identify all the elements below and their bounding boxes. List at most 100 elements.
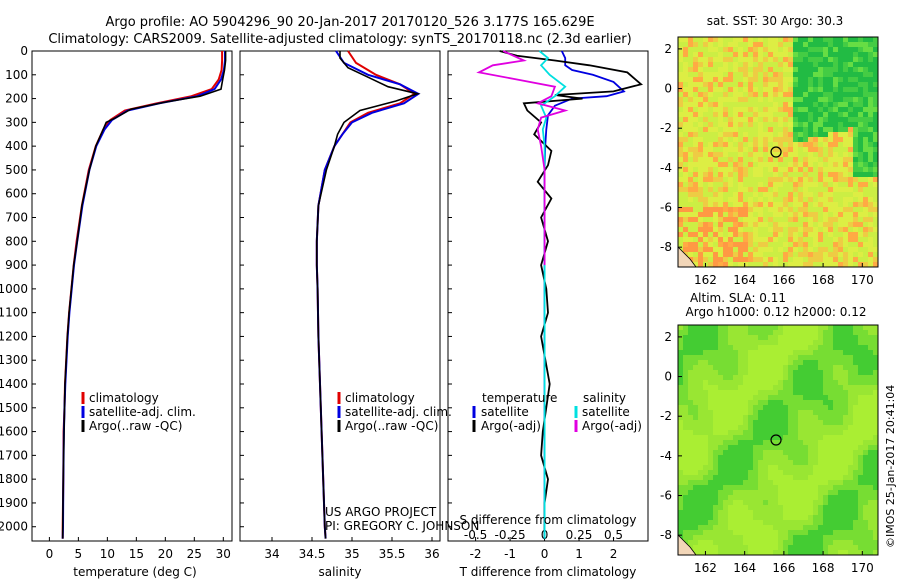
map-cell <box>778 117 784 123</box>
map-cell <box>823 375 829 381</box>
map-cell <box>818 222 824 228</box>
map-cell <box>853 242 859 248</box>
map-cell <box>678 102 684 108</box>
map-cell <box>803 510 809 516</box>
map-cell <box>793 485 799 491</box>
map-cell <box>853 102 859 108</box>
map-cell <box>778 177 784 183</box>
map-cell <box>788 460 794 466</box>
map-cell <box>733 242 739 248</box>
map-cell <box>688 330 694 336</box>
map-cell <box>803 430 809 436</box>
map-cell <box>823 107 829 113</box>
map-cell <box>773 52 779 58</box>
map-cell <box>773 147 779 153</box>
map-cell <box>798 147 804 153</box>
map-cell <box>723 252 729 258</box>
map-cell <box>793 450 799 456</box>
map-cell <box>848 390 854 396</box>
map-cell <box>863 192 869 198</box>
map-cell <box>678 410 684 416</box>
map-cell <box>833 237 839 243</box>
map-cell <box>678 440 684 446</box>
map-cell <box>833 490 839 496</box>
map-cell <box>838 450 844 456</box>
map-cell <box>683 440 689 446</box>
map-cell <box>828 257 834 263</box>
map-cell <box>868 157 874 163</box>
map-cell <box>813 247 819 253</box>
map-cell <box>723 122 729 128</box>
map-cell <box>793 340 799 346</box>
map-cell <box>833 330 839 336</box>
map-cell <box>763 147 769 153</box>
map-cell <box>798 102 804 108</box>
map-cell <box>813 187 819 193</box>
map-cell <box>733 122 739 128</box>
map-cell <box>683 237 689 243</box>
map-cell <box>733 360 739 366</box>
map-cell <box>708 335 714 341</box>
temperature-legend: climatology satellite-adj. clim. Argo(..… <box>81 391 196 433</box>
difference-legend: temperature salinity satellite Argo(-adj… <box>472 391 642 433</box>
map-cell <box>818 152 824 158</box>
map-cell <box>733 57 739 63</box>
map-cell <box>718 142 724 148</box>
map-cell <box>798 460 804 466</box>
map-cell <box>773 172 779 178</box>
map-cell <box>778 222 784 228</box>
map-cell <box>758 112 764 118</box>
map-cell <box>758 415 764 421</box>
map-cell <box>788 132 794 138</box>
map-cell <box>773 520 779 526</box>
map-cell <box>853 42 859 48</box>
map-cell <box>733 77 739 83</box>
map-cell <box>858 390 864 396</box>
map-cell <box>758 107 764 113</box>
map-cell <box>808 127 814 133</box>
map-cell <box>798 247 804 253</box>
map-cell <box>758 330 764 336</box>
map-cell <box>693 475 699 481</box>
map-cell <box>688 525 694 531</box>
map-cell <box>693 107 699 113</box>
map-cell <box>693 345 699 351</box>
map-cell <box>833 440 839 446</box>
map-cell <box>798 400 804 406</box>
map-cell <box>788 127 794 133</box>
map-cell <box>708 212 714 218</box>
lon-tick-label: 168 <box>812 561 835 575</box>
map-cell <box>803 237 809 243</box>
map-cell <box>853 207 859 213</box>
map-cell <box>778 445 784 451</box>
map-cell <box>813 465 819 471</box>
map-cell <box>743 187 749 193</box>
map-cell <box>863 127 869 133</box>
map-cell <box>843 440 849 446</box>
map-cell <box>793 510 799 516</box>
map-cell <box>743 470 749 476</box>
map-cell <box>858 445 864 451</box>
map-cell <box>828 67 834 73</box>
map-cell <box>703 112 709 118</box>
map-cell <box>783 395 789 401</box>
map-cell <box>813 172 819 178</box>
map-cell <box>743 530 749 536</box>
map-cell <box>868 340 874 346</box>
map-cell <box>813 425 819 431</box>
map-cell <box>688 57 694 63</box>
map-cell <box>753 117 759 123</box>
map-cell <box>678 325 684 331</box>
map-cell <box>733 207 739 213</box>
map-cell <box>713 127 719 133</box>
map-cell <box>873 540 879 546</box>
map-cell <box>733 62 739 68</box>
map-cell <box>703 485 709 491</box>
map-cell <box>718 375 724 381</box>
map-cell <box>708 242 714 248</box>
map-cell <box>758 237 764 243</box>
map-cell <box>733 325 739 331</box>
map-cell <box>793 370 799 376</box>
map-cell <box>838 520 844 526</box>
map-cell <box>723 420 729 426</box>
